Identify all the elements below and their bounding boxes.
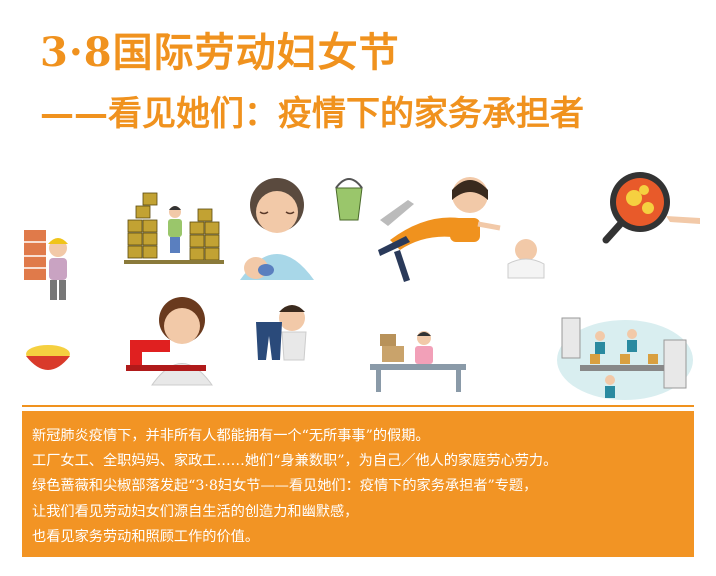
workbench-worker-icon bbox=[370, 331, 466, 392]
description-line: 工厂女工、全职妈妈、家政工……她们“身兼数职”，为自己／他人的家庭劳心劳力。 bbox=[32, 453, 558, 470]
cleaning-mother-icon bbox=[378, 177, 501, 282]
description-line: 也看见家务劳动和照顾工作的价值。 bbox=[32, 528, 260, 545]
laundry-hanging-icon bbox=[256, 305, 307, 361]
factory-line-icon bbox=[557, 317, 693, 400]
divider bbox=[22, 405, 694, 407]
food-bowl-icon bbox=[26, 345, 70, 370]
description-line: 绿色蔷薇和尖椒部落发起“3·8妇女节——看见她们：疫情下的家务承担者”专题， bbox=[32, 478, 538, 495]
page-subtitle: ——看见她们：疫情下的家务承担者 bbox=[40, 94, 584, 134]
frying-pan-icon bbox=[602, 172, 700, 244]
stacked-cans-worker-icon bbox=[124, 192, 224, 264]
illustration-area bbox=[24, 172, 700, 400]
description-line: 让我们看见劳动妇女们源自生活的创造力和幽默感， bbox=[32, 503, 359, 520]
description-box: 新冠肺炎疫情下，并非所有人都能拥有一个“无所事事”的假期。 工厂女工、全职妈妈、… bbox=[22, 411, 694, 557]
bucket-icon bbox=[335, 178, 363, 221]
page-title: 3·8国际劳动妇女节 bbox=[40, 29, 400, 76]
brick-wall-worker-icon bbox=[24, 230, 68, 300]
sewing-machine-worker-icon bbox=[126, 297, 213, 386]
grandmother-with-baby-icon bbox=[240, 178, 314, 280]
description-line: 新冠肺炎疫情下，并非所有人都能拥有一个“无所事事”的假期。 bbox=[32, 428, 430, 444]
baby-icon bbox=[507, 239, 545, 279]
